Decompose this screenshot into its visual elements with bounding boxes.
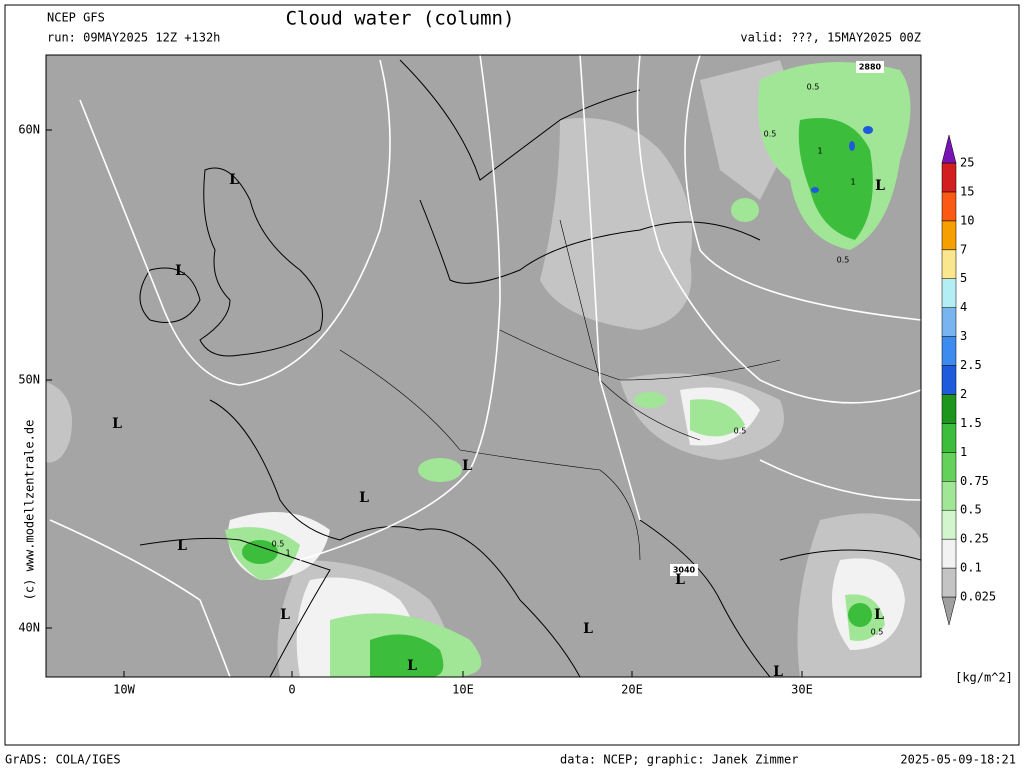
low-marker: L bbox=[462, 458, 472, 474]
colorbar-label: 1 bbox=[960, 445, 967, 459]
low-marker: L bbox=[359, 490, 369, 506]
valid-time: valid: ???, 15MAY2025 00Z bbox=[740, 31, 921, 45]
colorbar-box bbox=[941, 423, 957, 453]
low-marker: L bbox=[175, 263, 185, 279]
colorbar-label: 0.75 bbox=[960, 474, 989, 488]
low-marker: L bbox=[583, 621, 593, 637]
colorbar-label: 10 bbox=[960, 213, 974, 227]
cloud-label: 0.5 bbox=[837, 256, 850, 265]
software-credit: GrADS: COLA/IGES bbox=[5, 753, 121, 767]
colorbar-label: 2.5 bbox=[960, 358, 982, 372]
cloud-label: 0.5 bbox=[871, 628, 884, 637]
colorbar-box bbox=[941, 452, 957, 482]
map-area bbox=[46, 55, 921, 677]
colorbar-label: 0.25 bbox=[960, 532, 989, 546]
lon-label: 30E bbox=[791, 683, 813, 697]
colorbar-box bbox=[941, 278, 957, 308]
colorbar-label: 0.5 bbox=[960, 503, 982, 517]
colorbar-unit: [kg/m^2] bbox=[955, 671, 1013, 685]
colorbar-box bbox=[941, 220, 957, 251]
colorbar-box bbox=[941, 191, 957, 222]
colorbar-box bbox=[941, 394, 957, 424]
low-marker: L bbox=[773, 664, 783, 680]
contours bbox=[49, 55, 921, 677]
lat-label: 50N bbox=[18, 373, 40, 387]
data-credit: data: NCEP; graphic: Janek Zimmer bbox=[560, 753, 798, 767]
colorbar-box bbox=[941, 567, 957, 598]
cloud-label: 0.5 bbox=[272, 540, 285, 549]
colorbar-label: 7 bbox=[960, 242, 967, 256]
colorbar-triangle bbox=[941, 134, 957, 164]
colorbar-label: 4 bbox=[960, 300, 967, 314]
lat-label: 60N bbox=[18, 123, 40, 137]
contour-label: 3040 bbox=[673, 566, 696, 575]
low-marker: L bbox=[280, 607, 290, 623]
low-marker: L bbox=[874, 607, 884, 623]
low-marker: L bbox=[229, 172, 239, 188]
lon-label: 20E bbox=[621, 683, 643, 697]
lon-label: 0 bbox=[288, 683, 295, 697]
lon-label: 10E bbox=[452, 683, 474, 697]
colorbar-box bbox=[941, 336, 957, 366]
colorbar-box bbox=[941, 365, 957, 395]
run-info: run: 09MAY2025 12Z +132h bbox=[47, 31, 220, 45]
map-title: Cloud water (column) bbox=[286, 8, 515, 30]
colorbar-label: 0.1 bbox=[960, 561, 982, 575]
contour-label: 2880 bbox=[859, 63, 882, 72]
colorbar-label: 3 bbox=[960, 329, 967, 343]
colorbar: 0.025 0.1 0.25 0.5 0.75 1 1.5 2 2.5 3 4 5 7 10 15 25 bbox=[941, 134, 996, 626]
model-name: NCEP GFS bbox=[47, 11, 105, 25]
map-frame bbox=[45, 54, 922, 678]
low-marker: L bbox=[177, 538, 187, 554]
low-marker: L bbox=[675, 572, 685, 588]
cloud-label: 0.5 bbox=[807, 83, 820, 92]
cloud-label: 1 bbox=[850, 178, 855, 187]
heavy-cloud bbox=[811, 126, 873, 193]
colorbar-box bbox=[941, 481, 957, 511]
colorbar-box bbox=[941, 307, 957, 337]
cloud-label: 1 bbox=[285, 549, 290, 558]
contour-label-bg bbox=[670, 564, 698, 576]
colorbar-label: 15 bbox=[960, 184, 974, 198]
timestamp: 2025-05-09-18:21 bbox=[900, 753, 1016, 767]
low-marker: L bbox=[112, 416, 122, 432]
coastlines bbox=[139, 59, 921, 677]
cloud-label: 1 bbox=[817, 147, 822, 156]
colorbar-label: 1.5 bbox=[960, 416, 982, 430]
copyright: (c) www.modellzentrale.de bbox=[23, 420, 37, 601]
low-marker: L bbox=[875, 178, 885, 194]
cloud-label: 0.5 bbox=[734, 427, 747, 436]
colorbar-label: 25 bbox=[960, 156, 974, 170]
lat-label: 40N bbox=[18, 621, 40, 635]
low-marker: L bbox=[407, 658, 417, 674]
colorbar-box bbox=[941, 509, 957, 540]
contour-label-bg bbox=[856, 61, 884, 73]
colorbar-label: 5 bbox=[960, 271, 967, 285]
colorbar-box bbox=[941, 162, 957, 193]
cloud-label: 0.5 bbox=[764, 130, 777, 139]
colorbar-box bbox=[941, 249, 957, 279]
colorbar-box bbox=[941, 538, 957, 569]
colorbar-label: 2 bbox=[960, 387, 967, 401]
colorbar-label: 0.025 bbox=[960, 590, 996, 604]
lon-label: 10W bbox=[113, 683, 135, 697]
